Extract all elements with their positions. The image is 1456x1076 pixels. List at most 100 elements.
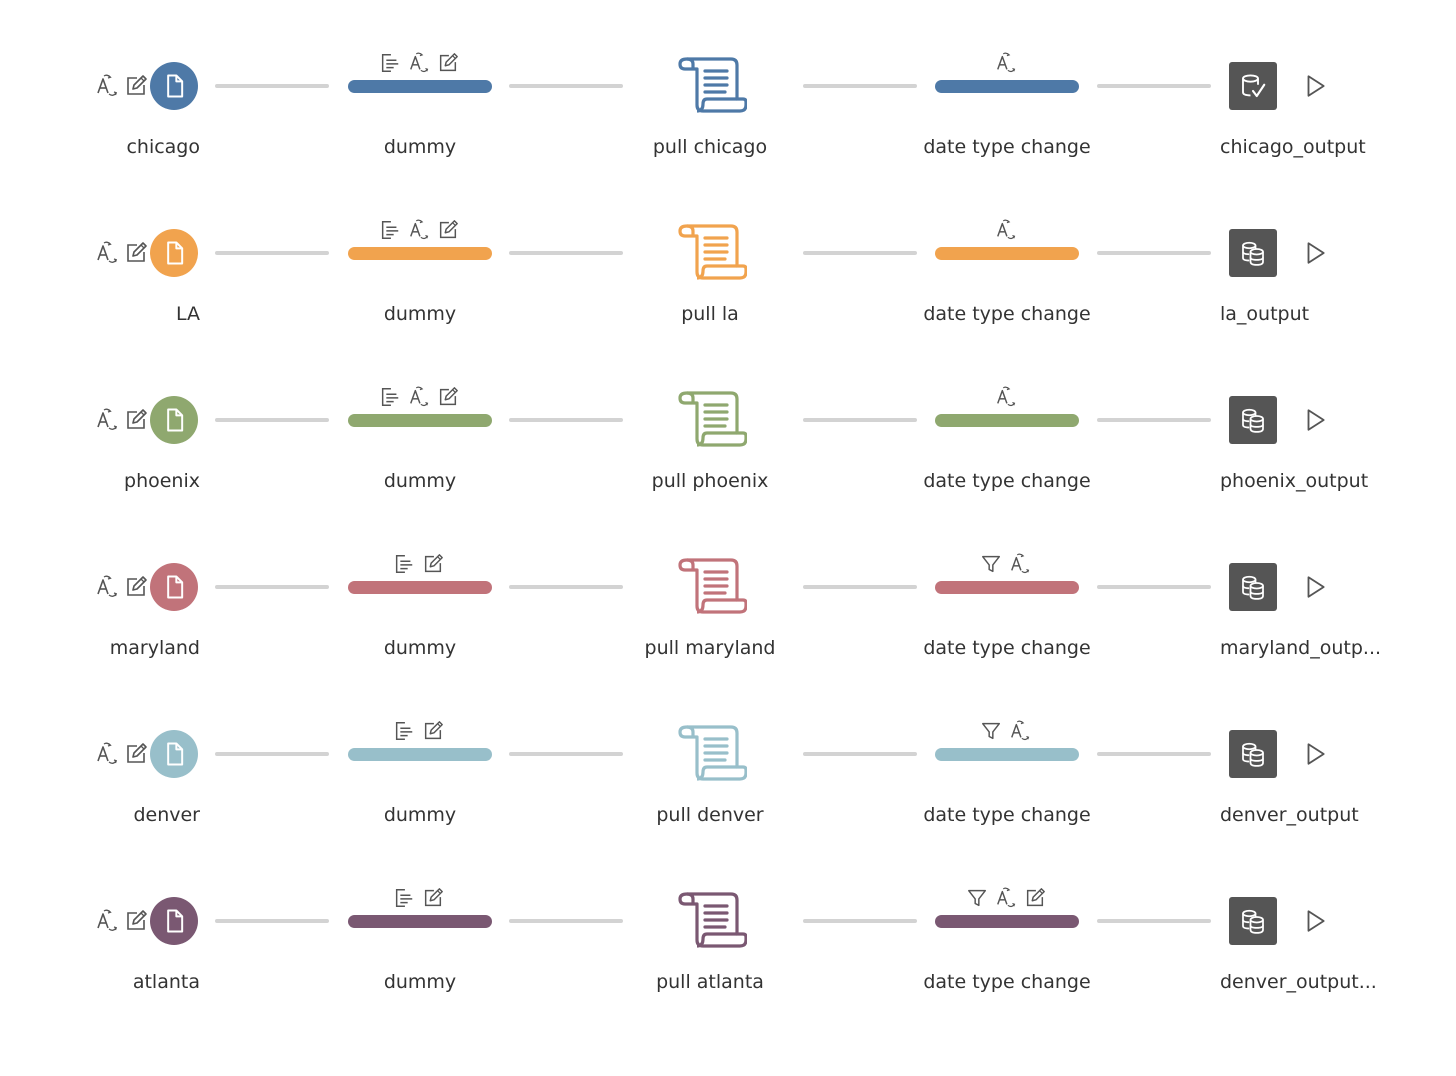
rename-icon[interactable] [95, 408, 119, 432]
clean-step-bar[interactable] [348, 80, 492, 93]
edit-icon[interactable] [422, 720, 444, 742]
input-node-circle[interactable] [150, 62, 198, 110]
input-node[interactable]: atlanta [0, 875, 215, 995]
output-node[interactable]: phoenix_output [1212, 374, 1442, 494]
rename-icon[interactable] [408, 52, 430, 74]
edit-icon[interactable] [437, 219, 459, 241]
rename-icon[interactable] [95, 909, 119, 933]
input-node-circle[interactable] [150, 897, 198, 945]
edit-icon[interactable] [124, 909, 148, 933]
edit-icon[interactable] [437, 52, 459, 74]
run-flow-button[interactable] [1302, 908, 1328, 934]
clean-step-bar[interactable] [935, 748, 1079, 761]
clean-step-node[interactable]: dummy [330, 374, 510, 494]
run-flow-button[interactable] [1302, 574, 1328, 600]
rename-icon[interactable] [995, 386, 1017, 408]
input-node-circle[interactable] [150, 563, 198, 611]
script-node[interactable]: pull phoenix [620, 374, 800, 494]
run-flow-button[interactable] [1302, 407, 1328, 433]
edit-icon[interactable] [422, 553, 444, 575]
rename-icon[interactable] [995, 887, 1017, 909]
clean-step-bar[interactable] [935, 915, 1079, 928]
filter-icon[interactable] [966, 887, 988, 909]
clean-step-bar[interactable] [348, 414, 492, 427]
split-icon[interactable] [393, 553, 415, 575]
clean-step-node[interactable]: date type change [916, 875, 1098, 995]
split-icon[interactable] [379, 219, 401, 241]
script-scroll-icon[interactable] [677, 556, 748, 616]
clean-step-bar[interactable] [935, 247, 1079, 260]
output-node[interactable]: denver_output [1212, 708, 1442, 828]
script-scroll-icon[interactable] [677, 723, 748, 783]
rename-icon[interactable] [95, 74, 119, 98]
input-node[interactable]: maryland [0, 541, 215, 661]
output-node[interactable]: chicago_output [1212, 40, 1442, 160]
rename-icon[interactable] [408, 219, 430, 241]
edit-icon[interactable] [1024, 887, 1046, 909]
output-node[interactable]: maryland_outp... [1212, 541, 1442, 661]
clean-step-node[interactable]: dummy [330, 875, 510, 995]
clean-step-node[interactable]: date type change [916, 40, 1098, 160]
edit-icon[interactable] [124, 241, 148, 265]
clean-step-node[interactable]: date type change [916, 541, 1098, 661]
output-node-box[interactable] [1229, 897, 1277, 945]
edit-icon[interactable] [124, 575, 148, 599]
clean-step-node[interactable]: dummy [330, 708, 510, 828]
script-scroll-icon[interactable] [677, 222, 748, 282]
split-icon[interactable] [379, 52, 401, 74]
input-node[interactable]: chicago [0, 40, 215, 160]
script-scroll-icon[interactable] [677, 389, 748, 449]
output-node[interactable]: la_output [1212, 207, 1442, 327]
script-node[interactable]: pull maryland [620, 541, 800, 661]
script-node[interactable]: pull la [620, 207, 800, 327]
input-node[interactable]: LA [0, 207, 215, 327]
output-node-box[interactable] [1229, 62, 1277, 110]
split-icon[interactable] [393, 887, 415, 909]
script-scroll-icon[interactable] [677, 55, 748, 115]
script-node[interactable]: pull atlanta [620, 875, 800, 995]
clean-step-bar[interactable] [935, 581, 1079, 594]
clean-step-bar[interactable] [348, 247, 492, 260]
output-node-box[interactable] [1229, 229, 1277, 277]
edit-icon[interactable] [437, 386, 459, 408]
rename-icon[interactable] [408, 386, 430, 408]
edit-icon[interactable] [124, 74, 148, 98]
input-node-circle[interactable] [150, 396, 198, 444]
rename-icon[interactable] [95, 742, 119, 766]
input-node-circle[interactable] [150, 730, 198, 778]
clean-step-bar[interactable] [348, 748, 492, 761]
rename-icon[interactable] [995, 219, 1017, 241]
clean-step-node[interactable]: date type change [916, 708, 1098, 828]
rename-icon[interactable] [1009, 553, 1031, 575]
clean-step-node[interactable]: dummy [330, 207, 510, 327]
filter-icon[interactable] [980, 553, 1002, 575]
output-node[interactable]: denver_output... [1212, 875, 1442, 995]
output-node-box[interactable] [1229, 396, 1277, 444]
input-node-circle[interactable] [150, 229, 198, 277]
script-scroll-icon[interactable] [677, 890, 748, 950]
rename-icon[interactable] [95, 575, 119, 599]
split-icon[interactable] [379, 386, 401, 408]
script-node[interactable]: pull chicago [620, 40, 800, 160]
output-node-box[interactable] [1229, 563, 1277, 611]
script-node[interactable]: pull denver [620, 708, 800, 828]
input-node[interactable]: denver [0, 708, 215, 828]
run-flow-button[interactable] [1302, 73, 1328, 99]
run-flow-button[interactable] [1302, 240, 1328, 266]
clean-step-node[interactable]: dummy [330, 40, 510, 160]
input-node[interactable]: phoenix [0, 374, 215, 494]
clean-step-bar[interactable] [935, 414, 1079, 427]
run-flow-button[interactable] [1302, 741, 1328, 767]
clean-step-node[interactable]: dummy [330, 541, 510, 661]
rename-icon[interactable] [95, 241, 119, 265]
edit-icon[interactable] [124, 408, 148, 432]
clean-step-bar[interactable] [348, 581, 492, 594]
filter-icon[interactable] [980, 720, 1002, 742]
output-node-box[interactable] [1229, 730, 1277, 778]
rename-icon[interactable] [995, 52, 1017, 74]
clean-step-bar[interactable] [935, 80, 1079, 93]
edit-icon[interactable] [422, 887, 444, 909]
clean-step-node[interactable]: date type change [916, 374, 1098, 494]
clean-step-node[interactable]: date type change [916, 207, 1098, 327]
rename-icon[interactable] [1009, 720, 1031, 742]
